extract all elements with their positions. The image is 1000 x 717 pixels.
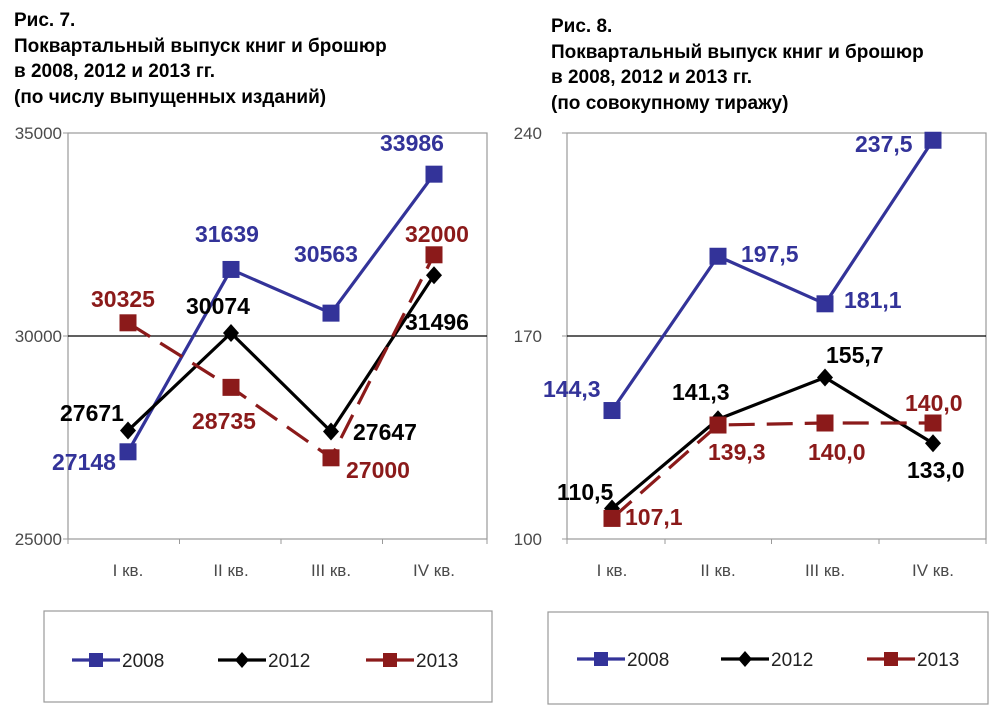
chart-2-data-label-2008: 197,5: [741, 241, 799, 267]
chart-1-data-label-2012: 31496: [405, 309, 469, 335]
chart-1-x-tick-label: I кв.: [113, 561, 144, 580]
chart-1-data-label-2012: 27647: [353, 419, 417, 445]
chart-1-marker-2012: [120, 421, 136, 440]
chart-1-data-label-2013: 32000: [405, 221, 469, 247]
chart-2-x-tick-label: I кв.: [597, 561, 628, 580]
chart-2-marker-2012: [925, 434, 941, 453]
chart-1-marker-2013: [222, 378, 240, 396]
chart-2-data-label-2012: 155,7: [826, 342, 884, 368]
chart-1-series-line-2008: [126, 173, 436, 453]
chart-2-data-label-2012: 141,3: [672, 379, 730, 405]
chart-1-marker-2012: [426, 266, 442, 285]
chart-1-data-label-2008: 33986: [380, 130, 444, 156]
chart-1-x-tick-label: II кв.: [213, 561, 248, 580]
chart-1-title: Рис. 7. Поквартальный выпуск книг и брош…: [14, 8, 387, 110]
chart-1-marker-2013: [425, 246, 443, 264]
chart-1-x-tick-label: IV кв.: [413, 561, 455, 580]
chart-1-title-line: (по числу выпущенных изданий): [14, 86, 327, 108]
chart-2-legend-label-2008: 2008: [627, 650, 669, 671]
chart-2-marker-2013: [603, 509, 621, 527]
chart-2-data-label-2012: 133,0: [907, 457, 965, 483]
chart-1-marker-2008: [119, 443, 137, 461]
chart-2-x-tick-label: III кв.: [805, 561, 845, 580]
chart-2-series-line-2012: [610, 375, 934, 510]
chart-2-data-label-2013: 140,0: [905, 390, 963, 416]
chart-2-title-line: Рис. 8.: [551, 16, 613, 37]
chart-1-data-label-2012: 27671: [60, 400, 124, 426]
chart-1-marker-2008: [222, 260, 240, 278]
chart-1-data-label-2008: 31639: [195, 221, 259, 247]
chart-1-legend-marker-2008: [89, 653, 103, 667]
chart-1-x-tick-label: III кв.: [311, 561, 351, 580]
chart-2-marker-2008: [924, 131, 942, 149]
chart-1-data-label-2013: 28735: [192, 408, 256, 434]
chart-2-title-line: Поквартальный выпуск книг и брошюр: [551, 41, 924, 63]
chart-1-data-label-2008: 27148: [52, 449, 116, 475]
chart-1-marker-2008: [425, 165, 443, 183]
chart-2-data-label-2008: 144,3: [543, 376, 601, 402]
chart-2-x-tick-label: IV кв.: [912, 561, 954, 580]
chart-2-marker-2013: [924, 414, 942, 432]
chart-1-legend-label-2013: 2013: [416, 651, 458, 672]
chart-2-data-label-2013: 107,1: [625, 504, 683, 530]
chart-1-legend-marker-2012: [235, 652, 249, 668]
chart-1-legend-label-2008: 2008: [122, 651, 164, 672]
chart-2-title-line: в 2008, 2012 и 2013 гг.: [551, 67, 753, 88]
chart-2-series-line-2008: [610, 139, 935, 412]
chart-2-data-label-2012: 110,5: [557, 479, 613, 505]
chart-2-legend-marker-2013: [884, 652, 898, 666]
chart-2-y-tick-label: 170: [514, 327, 542, 346]
chart-2-title-line: (по совокупному тиражу): [551, 92, 789, 114]
chart-1-marker-2012: [323, 422, 339, 441]
chart-2-marker-2008: [816, 295, 834, 313]
chart-2-title: Рис. 8. Поквартальный выпуск книг и брош…: [551, 14, 924, 116]
chart-2-y-tick-label: 100: [514, 530, 542, 549]
chart-2-data-label-2013: 139,3: [708, 439, 766, 465]
chart-2-data-label-2008: 181,1: [844, 287, 902, 313]
chart-2-marker-2013: [709, 416, 727, 434]
chart-1-data-label-2008: 30563: [294, 241, 358, 267]
chart-1-legend: [43, 610, 493, 703]
chart-2-legend-marker-2008: [594, 652, 608, 666]
chart-1-data-label-2013: 30325: [91, 286, 155, 312]
chart-1-marker-2012: [223, 323, 239, 342]
chart-2-legend-label-2013: 2013: [917, 650, 959, 671]
chart-1-title-line: в 2008, 2012 и 2013 гг.: [14, 61, 216, 82]
chart-2-y-tick-label: 240: [514, 124, 542, 143]
chart-2-data-label-2008: 237,5: [855, 131, 913, 157]
chart-2-series-line-2013: [610, 421, 933, 520]
chart-1-y-tick-label: 35000: [15, 124, 62, 143]
chart-1-legend-label-2012: 2012: [268, 651, 310, 672]
chart-1-marker-2013: [119, 314, 137, 332]
chart-2-marker-2013: [816, 414, 834, 432]
chart-2-marker-2008: [603, 402, 621, 420]
chart-2-legend-label-2012: 2012: [771, 650, 813, 671]
chart-1-marker-2008: [322, 304, 340, 322]
chart-1-y-tick-label: 30000: [15, 327, 62, 346]
chart-2-data-label-2013: 140,0: [808, 439, 866, 465]
chart-2-x-tick-label: II кв.: [700, 561, 735, 580]
chart-1-series-line-2013: [127, 254, 436, 460]
chart-2-marker-2008: [709, 247, 727, 265]
chart-2-marker-2012: [817, 368, 833, 387]
chart-1-data-label-2013: 27000: [346, 457, 410, 483]
chart-1-title-line: Поквартальный выпуск книг и брошюр: [14, 35, 387, 57]
chart-1-data-label-2012: 30074: [186, 293, 250, 319]
chart-1-marker-2013: [322, 449, 340, 467]
chart-1-title-line: Рис. 7.: [14, 10, 76, 31]
chart-1-legend-marker-2013: [383, 653, 397, 667]
chart-2-legend-marker-2012: [738, 651, 752, 667]
chart-1-y-tick-label: 25000: [15, 530, 62, 549]
